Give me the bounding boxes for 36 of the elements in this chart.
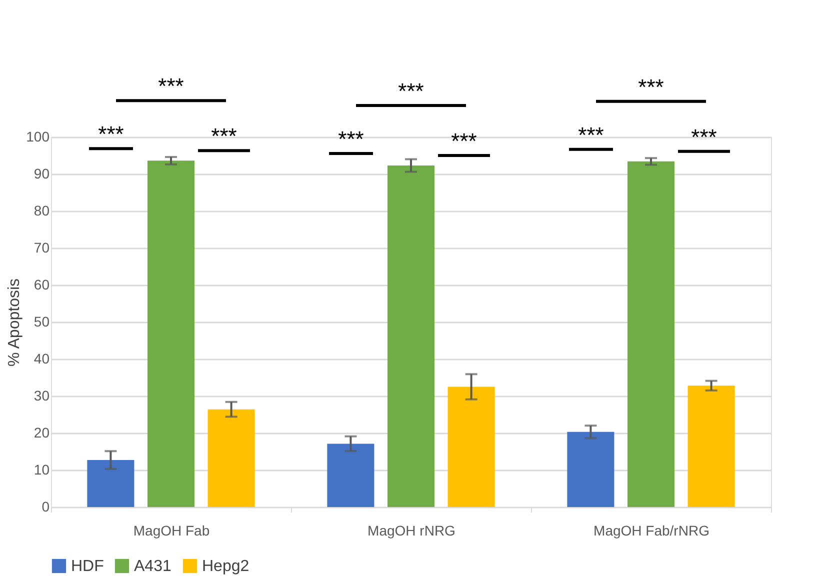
bar (87, 460, 134, 507)
text: *** (638, 74, 664, 100)
bar (327, 444, 374, 507)
bar (567, 432, 614, 507)
annotation: *** (98, 122, 124, 147)
text: *** (398, 78, 424, 104)
bar (448, 386, 495, 507)
y-axis-title: % Apoptosis (6, 278, 24, 367)
annotation: *** (211, 124, 238, 149)
y-tick-label: 0 (42, 498, 50, 514)
bar (627, 161, 675, 507)
bar (208, 409, 255, 507)
annotation: *** (691, 124, 718, 150)
y-tick-label: 70 (34, 240, 50, 256)
y-tick-label: 50 (34, 314, 50, 330)
x-tick-label: MagOH rNRG (368, 522, 456, 538)
legend-label: A431 (134, 558, 172, 575)
legend-label: HDF (71, 558, 104, 575)
y-tick-label: 40 (34, 350, 50, 366)
annotation: *** (578, 122, 604, 148)
bar (688, 386, 735, 507)
y-tick-label: 60 (34, 276, 50, 292)
y-tick-label: 100 (26, 128, 50, 144)
y-tick-label: 30 (34, 388, 50, 404)
legend-label: Hepg2 (202, 558, 250, 575)
bar (147, 160, 195, 507)
y-tick-label: 10 (34, 462, 50, 478)
x-tick-label: MagOH Fab/rNRG (594, 522, 710, 538)
y-tick-label: 90 (34, 166, 50, 182)
y-tick-label: 20 (34, 424, 50, 440)
bar (387, 165, 435, 507)
annotation: *** (338, 126, 364, 152)
x-tick-label: MagOH Fab (133, 522, 210, 538)
y-tick-label: 80 (34, 202, 50, 218)
annotation: *** (451, 128, 478, 154)
text: *** (158, 74, 184, 99)
